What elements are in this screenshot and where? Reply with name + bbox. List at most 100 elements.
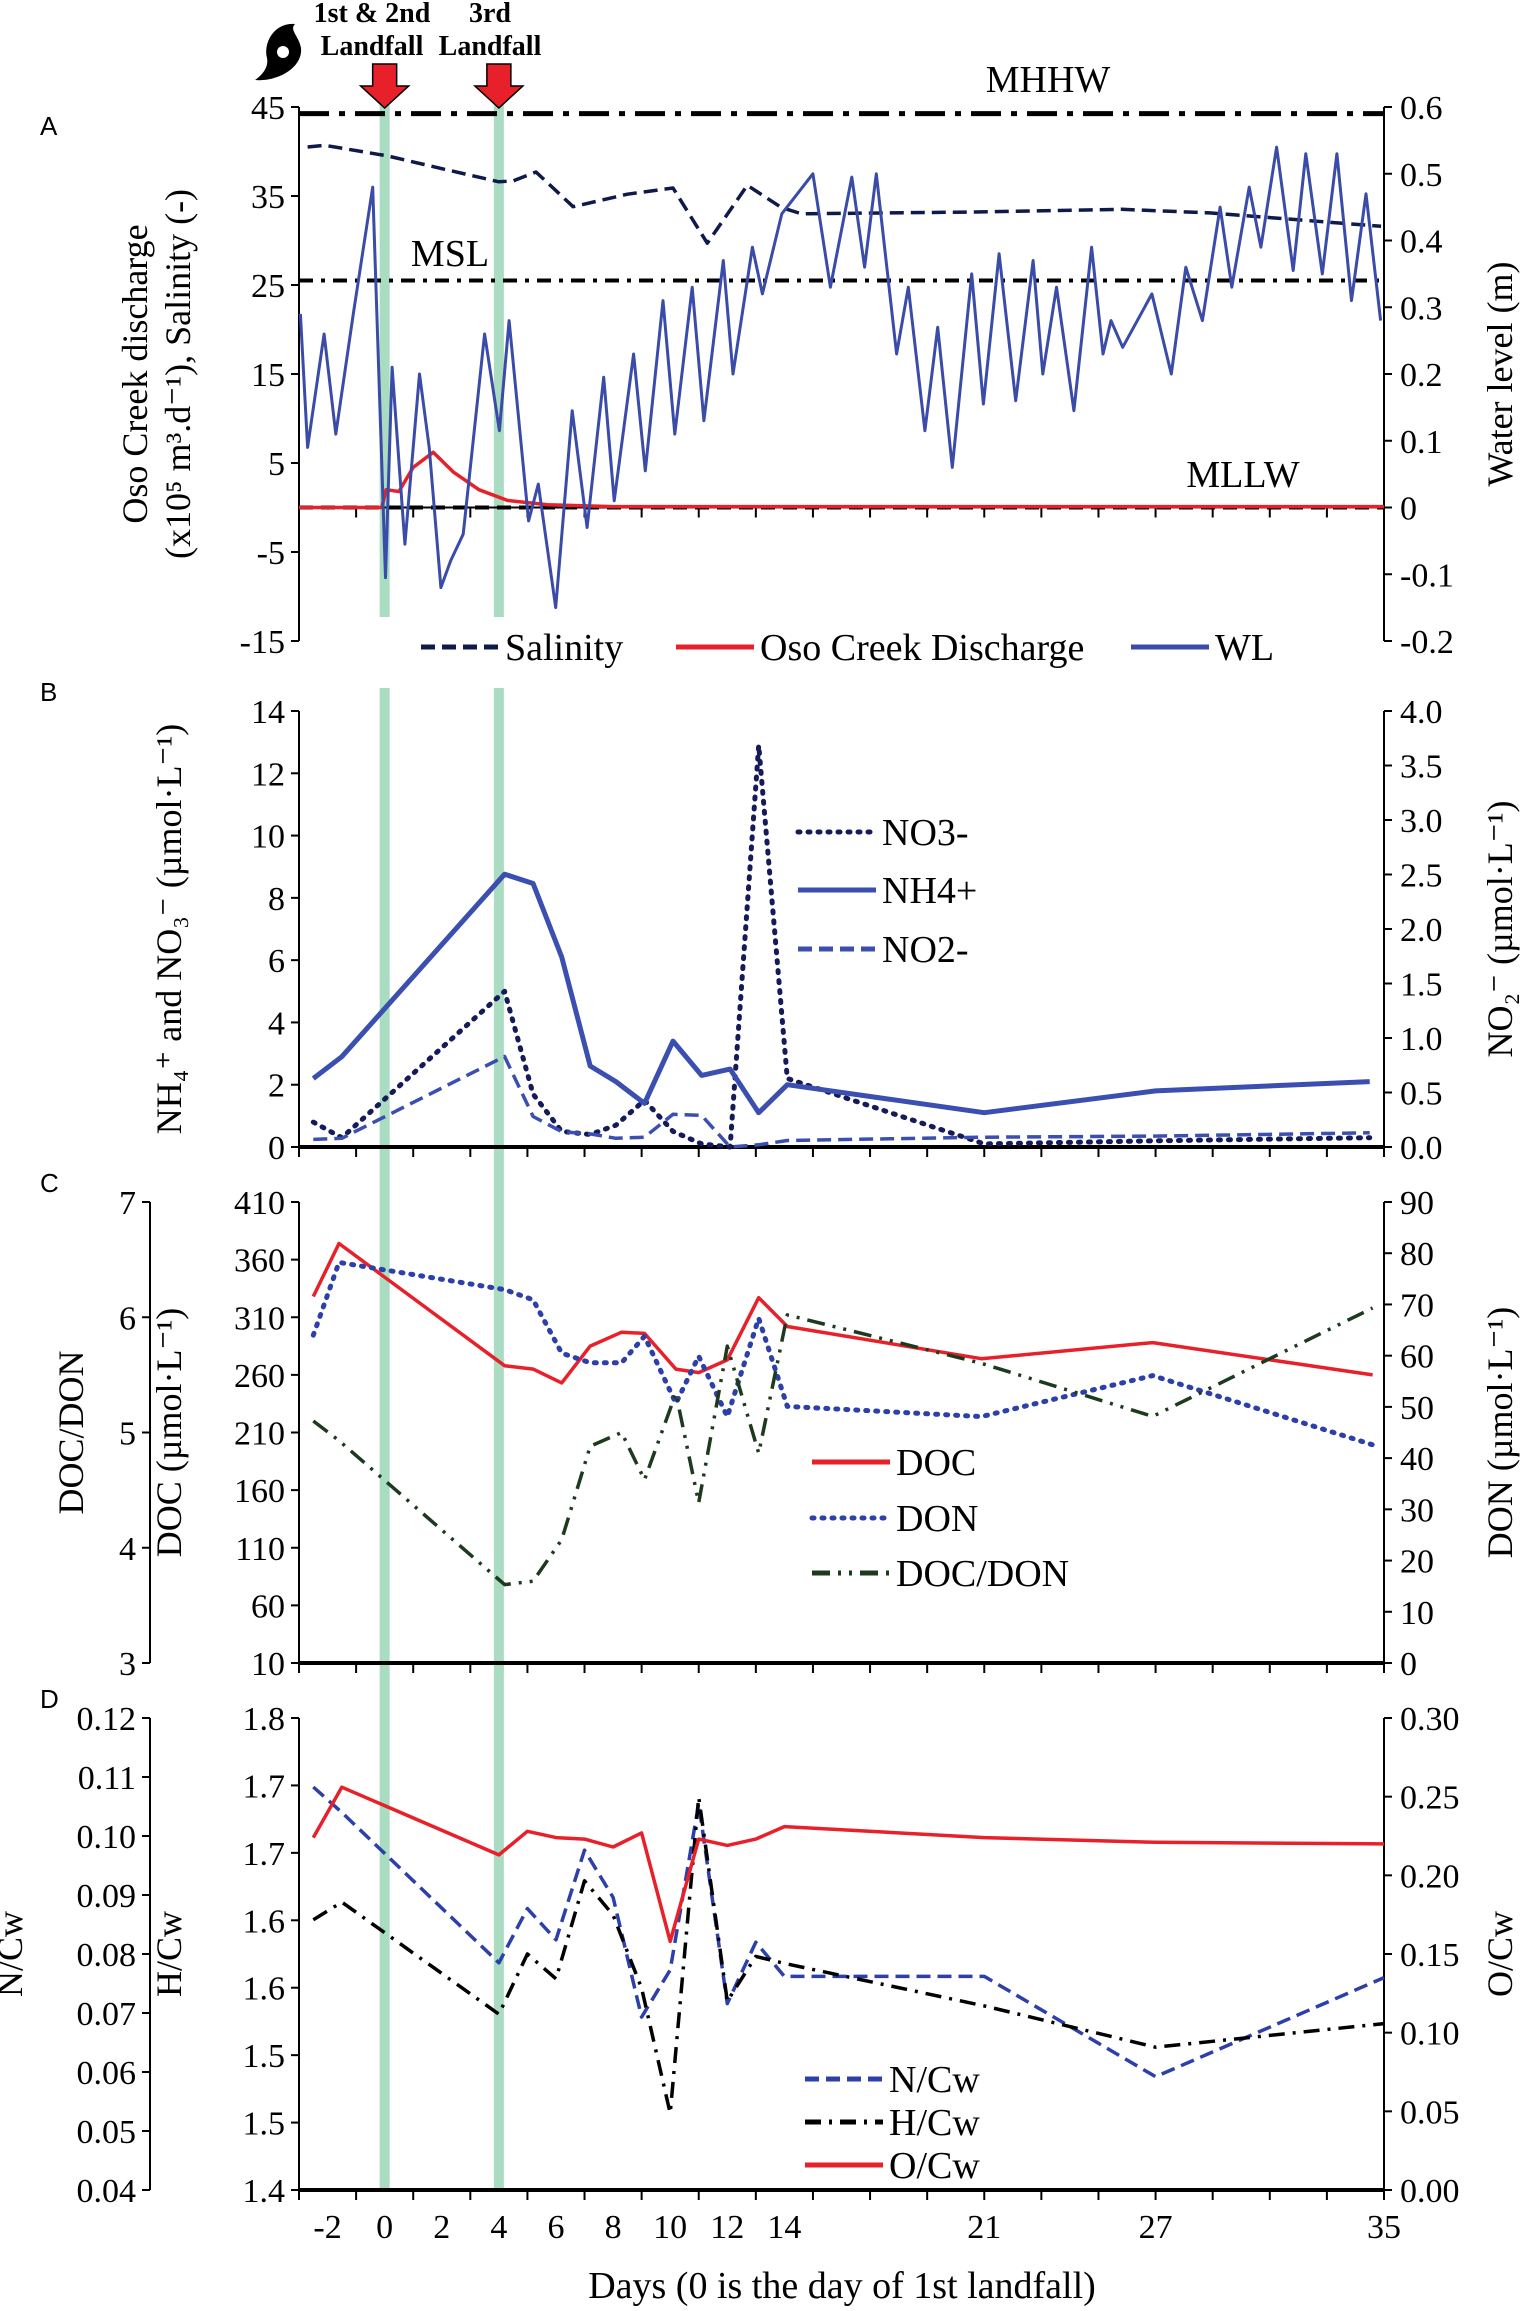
reference-label-mllw: MLLW	[1186, 454, 1299, 496]
left-axis-title: NH₄⁺ and NO₃⁻ (µmol·L⁻¹)	[149, 724, 189, 1135]
y-tick-label: 0	[1400, 1646, 1417, 1683]
y-tick-label: 20	[1400, 1544, 1434, 1581]
y-tick-label: 4	[119, 1531, 136, 1568]
first-second-landfall-label: 1st & 2nd	[314, 0, 431, 29]
y-tick-label: 40	[1400, 1441, 1434, 1478]
y-tick-label: 1.8	[243, 1701, 286, 1738]
right-axis-title: DON (µmol·L⁻¹)	[1480, 1307, 1520, 1559]
y-tick-label: 25	[251, 268, 285, 305]
y-tick-label: 0.05	[1400, 2094, 1460, 2131]
legend-label: H/Cw	[889, 2102, 980, 2144]
legend: Salinity Oso Creek Discharge WL	[421, 627, 1274, 669]
y-tick-label: 0.3	[1400, 290, 1443, 327]
y-tick-label: 0.00	[1400, 2173, 1460, 2210]
left-axis-title: DOC (µmol·L⁻¹)	[149, 1308, 189, 1558]
x-tick-label: -2	[313, 2209, 341, 2246]
y-tick-label: 160	[234, 1473, 285, 1510]
y-tick-label: 3	[119, 1646, 136, 1683]
x-tick-label: 21	[967, 2209, 1001, 2246]
y-tick-label: 0.15	[1400, 1937, 1460, 1974]
y-tick-label: 6	[119, 1300, 136, 1337]
legend-label: NO2-	[882, 929, 969, 971]
landfall-arrow-icon	[358, 63, 411, 110]
x-tick-label: 8	[605, 2209, 622, 2246]
y-tick-label: 0.08	[77, 1937, 137, 1974]
y-tick-label: 8	[268, 881, 285, 918]
series-line-oso-creek-discharge	[299, 450, 1384, 510]
y-tick-label: 0.04	[77, 2173, 137, 2210]
y-tick-label: 0.20	[1400, 1858, 1460, 1895]
legend-label: DON	[896, 1498, 978, 1540]
y-tick-label: -0.1	[1400, 557, 1454, 594]
legend: NO3- NH4+ NO2-	[795, 812, 977, 971]
panel-letter: C	[40, 1168, 59, 1198]
legend-label: NO3-	[882, 812, 969, 854]
y-tick-label: 60	[251, 1588, 285, 1625]
x-tick-label: 14	[767, 2209, 801, 2246]
y-tick-label: 80	[1400, 1236, 1434, 1273]
y-tick-label: 0.1	[1400, 424, 1443, 461]
panel-c: C 3 4 5 6 7 DOC/DON 10 60 110 160 210 260 310 360 410 DO…	[40, 1168, 1520, 1683]
y-tick-label: 12	[251, 756, 285, 793]
y-tick-label: 0.5	[1400, 1076, 1443, 1113]
y-tick-label: 3.0	[1400, 803, 1443, 840]
y-tick-label: 0.06	[77, 2055, 137, 2092]
y-tick-label: 3.5	[1400, 749, 1443, 786]
left-axis-title: Oso Creek discharge	[115, 224, 155, 523]
legend-label: Salinity	[505, 627, 623, 669]
legend-label: DOC/DON	[896, 1553, 1069, 1595]
landfall-band	[493, 688, 504, 2190]
third-landfall-label-2: Landfall	[439, 31, 542, 62]
x-tick-label: 10	[653, 2209, 687, 2246]
y-tick-label: 310	[234, 1300, 285, 1337]
landfall-bands	[379, 98, 504, 2190]
hurricane-icon	[255, 23, 302, 81]
series-line-doc	[311, 1241, 1373, 1385]
y-tick-label: 15	[251, 357, 285, 394]
y-tick-label: 0.30	[1400, 1701, 1460, 1738]
y-tick-label: 0.5	[1400, 157, 1443, 194]
y-tick-label: 7	[119, 1185, 136, 1222]
y-tick-label: 2.0	[1400, 912, 1443, 949]
y-tick-label: 30	[1400, 1492, 1434, 1529]
x-axis-title: Days (0 is the day of 1st landfall)	[588, 2265, 1096, 2307]
y-tick-label: 410	[234, 1185, 285, 1222]
y-tick-label: 6	[268, 943, 285, 980]
landfall-band	[493, 98, 504, 617]
series-line-no2-	[313, 1054, 1370, 1149]
panel-d: D 0.04 0.05 0.06 0.07 0.08 0.09 0.10 0.11 0.12 N/C…	[0, 1684, 1520, 2246]
y-tick-label: 0.6	[1400, 90, 1443, 127]
far-left-axis-title: N/Cw	[0, 1911, 30, 1997]
y-tick-label: 0.12	[77, 1701, 137, 1738]
y-tick-label: 0.25	[1400, 1780, 1460, 1817]
y-tick-label: 0.2	[1400, 357, 1443, 394]
series-line-salinity	[307, 143, 1382, 245]
y-tick-label: 10	[251, 819, 285, 856]
y-tick-label: 0.05	[77, 2114, 137, 2151]
legend: N/CwH/CwO/Cw	[805, 2059, 980, 2187]
y-tick-label: 1.5	[1400, 967, 1443, 1004]
y-tick-label: 110	[235, 1531, 285, 1568]
y-tick-label: 2	[268, 1068, 285, 1105]
series-line-doc-don	[312, 1306, 1374, 1587]
y-tick-label: 1.7	[243, 1768, 286, 1805]
landfall-band	[379, 98, 390, 617]
y-tick-label: 0.0	[1400, 1130, 1443, 1167]
x-tick-label: 0	[376, 2209, 393, 2246]
third-landfall-label: 3rd	[469, 0, 511, 29]
series-line-h-cw	[312, 1795, 1385, 2116]
landfall-arrow-icon	[472, 63, 525, 110]
legend: DOC DON DOC/DON	[809, 1442, 1069, 1595]
landfall-band	[379, 688, 390, 2190]
right-axis-title: O/Cw	[1480, 1911, 1520, 1997]
x-tick-label: 35	[1367, 2209, 1401, 2246]
series-line-nh4-	[311, 871, 1370, 1116]
y-tick-label: 0.11	[78, 1760, 136, 1797]
y-tick-label: 1.7	[243, 1836, 286, 1873]
y-tick-label: 14	[251, 694, 285, 731]
y-tick-label: 0	[1400, 491, 1417, 528]
y-tick-label: 45	[251, 90, 285, 127]
legend-label: DOC	[896, 1442, 976, 1484]
